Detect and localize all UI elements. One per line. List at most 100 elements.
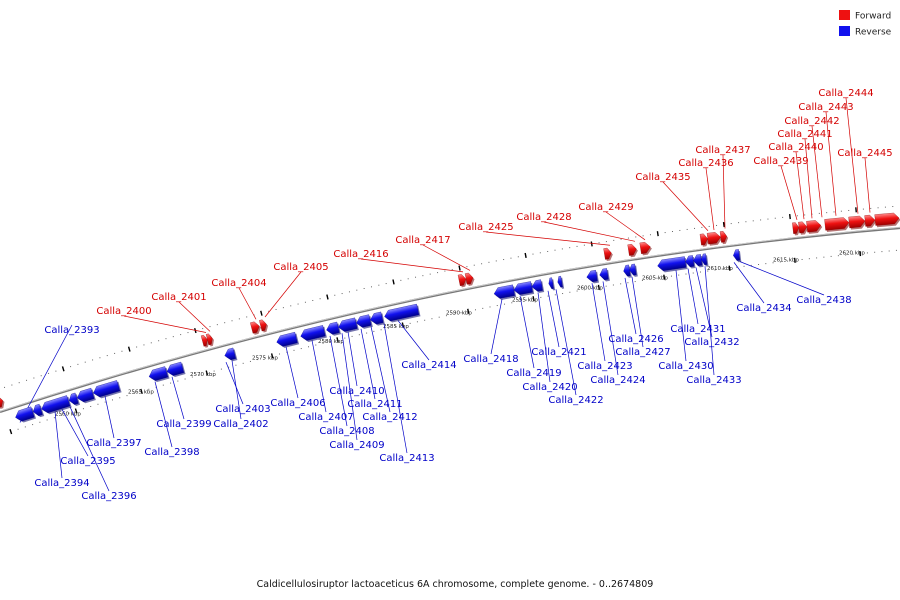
label-connector [547,290,560,348]
gene-arrow [693,254,704,268]
gene-label: Calla_2423 [577,361,632,372]
label-connector [225,361,244,405]
gene-arrow [224,347,238,362]
gene-arrow [166,361,186,377]
gene-label: Calla_2402 [213,419,268,430]
label-connector [543,221,636,242]
position-dots [4,206,897,435]
gene-arrow [457,274,468,288]
gene-label: Calla_2427 [615,347,670,358]
gene-label: Calla_2425 [458,222,513,233]
label-connector [624,277,637,335]
gene-arrow [384,303,421,323]
gene-label: Calla_2433 [686,375,741,386]
label-connector [104,396,115,439]
gene-arrow [205,333,214,347]
label-connector [397,320,430,361]
gene-label: Calla_2397 [86,438,141,449]
gene-label: Calla_2399 [156,419,211,430]
gene-arrow [629,263,638,277]
gene-arrow [41,395,72,415]
gene-arrow [699,233,710,247]
gene-arrow [300,325,327,342]
label-connector [54,411,63,479]
gene-arrow [733,249,742,263]
label-connector [123,315,207,333]
gene-label: Calla_2421 [531,347,586,358]
gene-arrow [259,319,269,333]
label-connector [662,181,709,232]
label-connector [705,167,715,231]
label-connector [591,283,606,362]
gene-arrow [701,253,709,267]
gene-label: Calla_2422 [548,395,603,406]
kbp-tick-label: 2585 kbp [383,324,409,330]
gene-label: Calla_2431 [670,324,725,335]
kbp-tick-label: 2590 kbp [446,310,472,316]
gene-arrow [599,268,610,282]
gene-arrow [586,269,599,284]
kbp-tick-label: 2605 kbp [642,275,668,281]
kbp-tick-label: 2600 kbp [577,286,603,292]
gene-arrow [603,247,613,262]
gene-label: Calla_2413 [379,453,434,464]
gene-arrow [719,231,729,245]
label-connector [329,335,348,427]
gene-label: Calla_2441 [777,129,832,140]
gene-arrow [531,279,545,293]
label-connector [695,267,713,338]
label-connector [722,154,726,229]
gene-label: Calla_2436 [678,158,733,169]
genome-backbone-highlight [0,227,900,412]
gene-label: Calla_2424 [590,375,645,386]
gene-label: Calla_2442 [784,116,839,127]
gene-label: Calla_2444 [818,88,873,99]
label-connector [19,324,73,423]
gene-arrow [326,321,341,336]
label-connector [311,340,327,413]
gene-arrow [68,392,81,406]
gene-label: Calla_2429 [578,202,633,213]
label-connector [555,289,577,396]
kbp-tick-label: 2595 kbp [512,297,538,303]
label-connector [360,258,464,273]
label-connector [631,276,644,348]
kbp-tick-label: 2575 kbp [252,355,278,361]
gene-label: Calla_2411 [347,399,402,410]
gene-label: Calla_2438 [796,295,851,306]
label-connector [61,409,89,457]
genome-backbone [0,226,900,414]
gene-label: Calla_2416 [333,249,388,260]
gene-arrow [464,272,475,286]
gene-label: Calla_2393 [44,325,99,336]
gene-arrow [792,222,801,236]
legend: Forward Reverse [839,10,892,38]
label-connector [264,271,302,318]
kbp-tick-label: 2615 kbp [773,258,799,264]
gene-label: Calla_2414 [401,360,456,371]
legend-reverse-swatch [839,26,850,36]
gene-arrow [627,244,638,258]
legend-forward-swatch [839,10,850,20]
gene-features [0,212,900,423]
kbp-tick-label: 2610 kbp [707,266,733,272]
gene-arrow [77,387,96,404]
gene-arrow [706,232,723,246]
gene-label: Calla_2419 [506,368,561,379]
label-connector [154,381,173,448]
label-connector [739,261,825,296]
kbp-tick-label: 2620 kbp [839,251,865,257]
gene-arrow [493,284,517,300]
gene-label: Calla_2396 [81,491,136,502]
label-connector [485,231,611,246]
gene-arrow [824,217,851,232]
gene-label: Calla_2406 [270,398,325,409]
label-connector [804,138,813,219]
label-connector [537,292,551,383]
gene-label: Calla_2420 [522,382,577,393]
label-connector [864,157,871,213]
gene-arrow [685,255,696,269]
gene-label: Calla_2405 [273,262,328,273]
